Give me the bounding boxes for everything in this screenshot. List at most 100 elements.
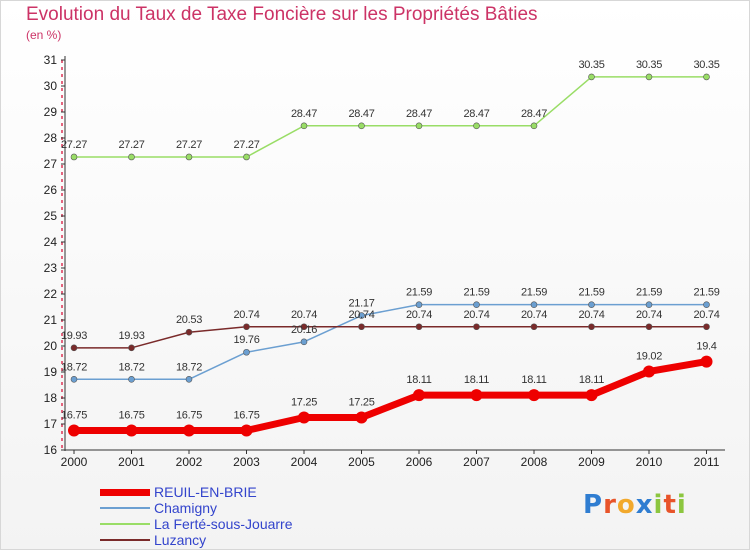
data-point-ferte <box>530 122 538 130</box>
data-point-reuil <box>68 424 80 437</box>
logo-letter: r <box>603 490 617 520</box>
x-tick-label: 2003 <box>233 455 260 469</box>
data-point-reuil <box>643 365 655 378</box>
series-line-luzancy <box>73 326 708 349</box>
logo-letter: P <box>583 490 604 520</box>
chart-title: Evolution du Taux de Taxe Foncière sur l… <box>26 4 538 25</box>
data-label-chamigny: 21.59 <box>406 287 432 299</box>
logo-letter: i <box>676 490 687 520</box>
y-tick-label: 23 <box>44 261 58 275</box>
data-point-chamigny <box>473 301 480 308</box>
legend-swatch-luzancy <box>100 539 150 541</box>
legend-swatch-chamigny <box>100 507 150 509</box>
proxiti-logo: Proxiti <box>583 490 687 520</box>
data-point-reuil <box>585 389 598 402</box>
data-point-reuil <box>413 389 425 402</box>
data-point-ferte <box>70 153 78 161</box>
data-point-chamigny <box>185 375 193 383</box>
y-tick-label: 29 <box>44 105 58 119</box>
data-label-ferte: 30.35 <box>636 59 662 71</box>
data-label-luzancy: 19.93 <box>61 330 87 342</box>
data-label-reuil: 16.75 <box>176 410 202 422</box>
data-point-chamigny <box>70 375 78 383</box>
data-point-ferte <box>300 122 308 130</box>
data-label-reuil: 17.25 <box>348 397 374 409</box>
data-label-luzancy: 20.74 <box>291 309 317 321</box>
data-point-chamigny <box>300 338 308 346</box>
data-point-luzancy <box>703 323 710 331</box>
data-point-luzancy <box>473 323 480 331</box>
data-label-chamigny: 19.76 <box>233 334 259 346</box>
data-point-ferte <box>473 122 480 130</box>
x-tick-label: 2008 <box>521 455 548 469</box>
data-point-reuil <box>298 411 310 424</box>
data-label-chamigny: 21.59 <box>693 287 719 299</box>
data-point-chamigny <box>358 312 365 319</box>
data-label-ferte: 30.35 <box>578 59 604 71</box>
data-label-ferte: 28.47 <box>406 108 432 120</box>
logo-letter: x <box>635 490 654 520</box>
data-label-chamigny: 18.72 <box>61 361 87 373</box>
y-tick-label: 17 <box>44 417 58 431</box>
legend-swatch-ferte <box>100 523 150 525</box>
data-label-ferte: 28.47 <box>521 108 547 120</box>
data-point-reuil <box>528 389 540 402</box>
x-tick-label: 2000 <box>61 455 88 469</box>
data-point-chamigny <box>703 301 710 308</box>
data-label-luzancy: 20.53 <box>176 314 202 326</box>
data-point-luzancy <box>530 323 538 331</box>
data-label-luzancy: 20.74 <box>233 309 259 321</box>
data-point-luzancy <box>415 323 423 331</box>
x-tick-label: 2001 <box>118 455 145 469</box>
y-tick-label: 28 <box>44 131 58 145</box>
legend-label-chamigny: Chamigny <box>154 500 218 516</box>
data-label-reuil: 16.75 <box>61 410 87 422</box>
data-point-chamigny <box>128 375 135 383</box>
x-tick-label: 2004 <box>291 455 318 469</box>
data-point-reuil <box>355 411 368 424</box>
data-label-luzancy: 20.74 <box>521 309 547 321</box>
data-label-luzancy: 20.74 <box>406 309 432 321</box>
x-tick-label: 2009 <box>578 455 605 469</box>
data-label-luzancy: 20.74 <box>578 309 604 321</box>
data-label-ferte: 27.27 <box>61 139 87 151</box>
series-line-ferte <box>73 76 708 158</box>
data-label-chamigny: 21.59 <box>578 287 604 299</box>
data-label-luzancy: 20.74 <box>463 309 489 321</box>
data-point-ferte <box>358 122 365 130</box>
y-tick-label: 20 <box>44 339 58 353</box>
data-point-ferte <box>415 122 423 130</box>
legend-swatch-reuil <box>100 488 150 496</box>
data-point-chamigny <box>588 301 595 308</box>
y-tick-label: 31 <box>44 53 58 67</box>
data-label-chamigny: 21.17 <box>348 298 374 310</box>
data-point-reuil <box>183 424 195 437</box>
data-point-chamigny <box>645 301 653 308</box>
series-line-chamigny <box>73 303 708 381</box>
data-point-chamigny <box>243 348 250 356</box>
data-point-ferte <box>703 73 710 81</box>
legend-label-reuil: REUIL-EN-BRIE <box>154 484 257 500</box>
y-tick-label: 18 <box>44 391 58 405</box>
legend-label-luzancy: Luzancy <box>154 532 207 548</box>
legend-label-ferte: La Ferté-sous-Jouarre <box>154 516 293 532</box>
y-tick-label: 27 <box>44 157 58 171</box>
data-label-chamigny: 20.16 <box>291 324 317 336</box>
data-label-chamigny: 21.59 <box>636 287 662 299</box>
data-label-ferte: 30.35 <box>693 59 719 71</box>
data-point-reuil <box>125 424 138 437</box>
data-point-reuil <box>700 355 713 368</box>
data-point-luzancy <box>645 323 653 331</box>
logo-letter: i <box>653 490 664 520</box>
data-label-reuil: 18.11 <box>464 374 489 386</box>
data-label-ferte: 28.47 <box>348 108 374 120</box>
data-label-ferte: 27.27 <box>176 139 202 151</box>
x-tick-label: 2007 <box>463 455 490 469</box>
data-label-luzancy: 19.93 <box>118 330 144 342</box>
y-tick-label: 25 <box>44 209 58 223</box>
data-label-reuil: 16.75 <box>233 410 259 422</box>
data-label-reuil: 17.25 <box>291 397 317 409</box>
data-label-ferte: 28.47 <box>291 108 317 120</box>
y-tick-label: 21 <box>44 313 58 327</box>
